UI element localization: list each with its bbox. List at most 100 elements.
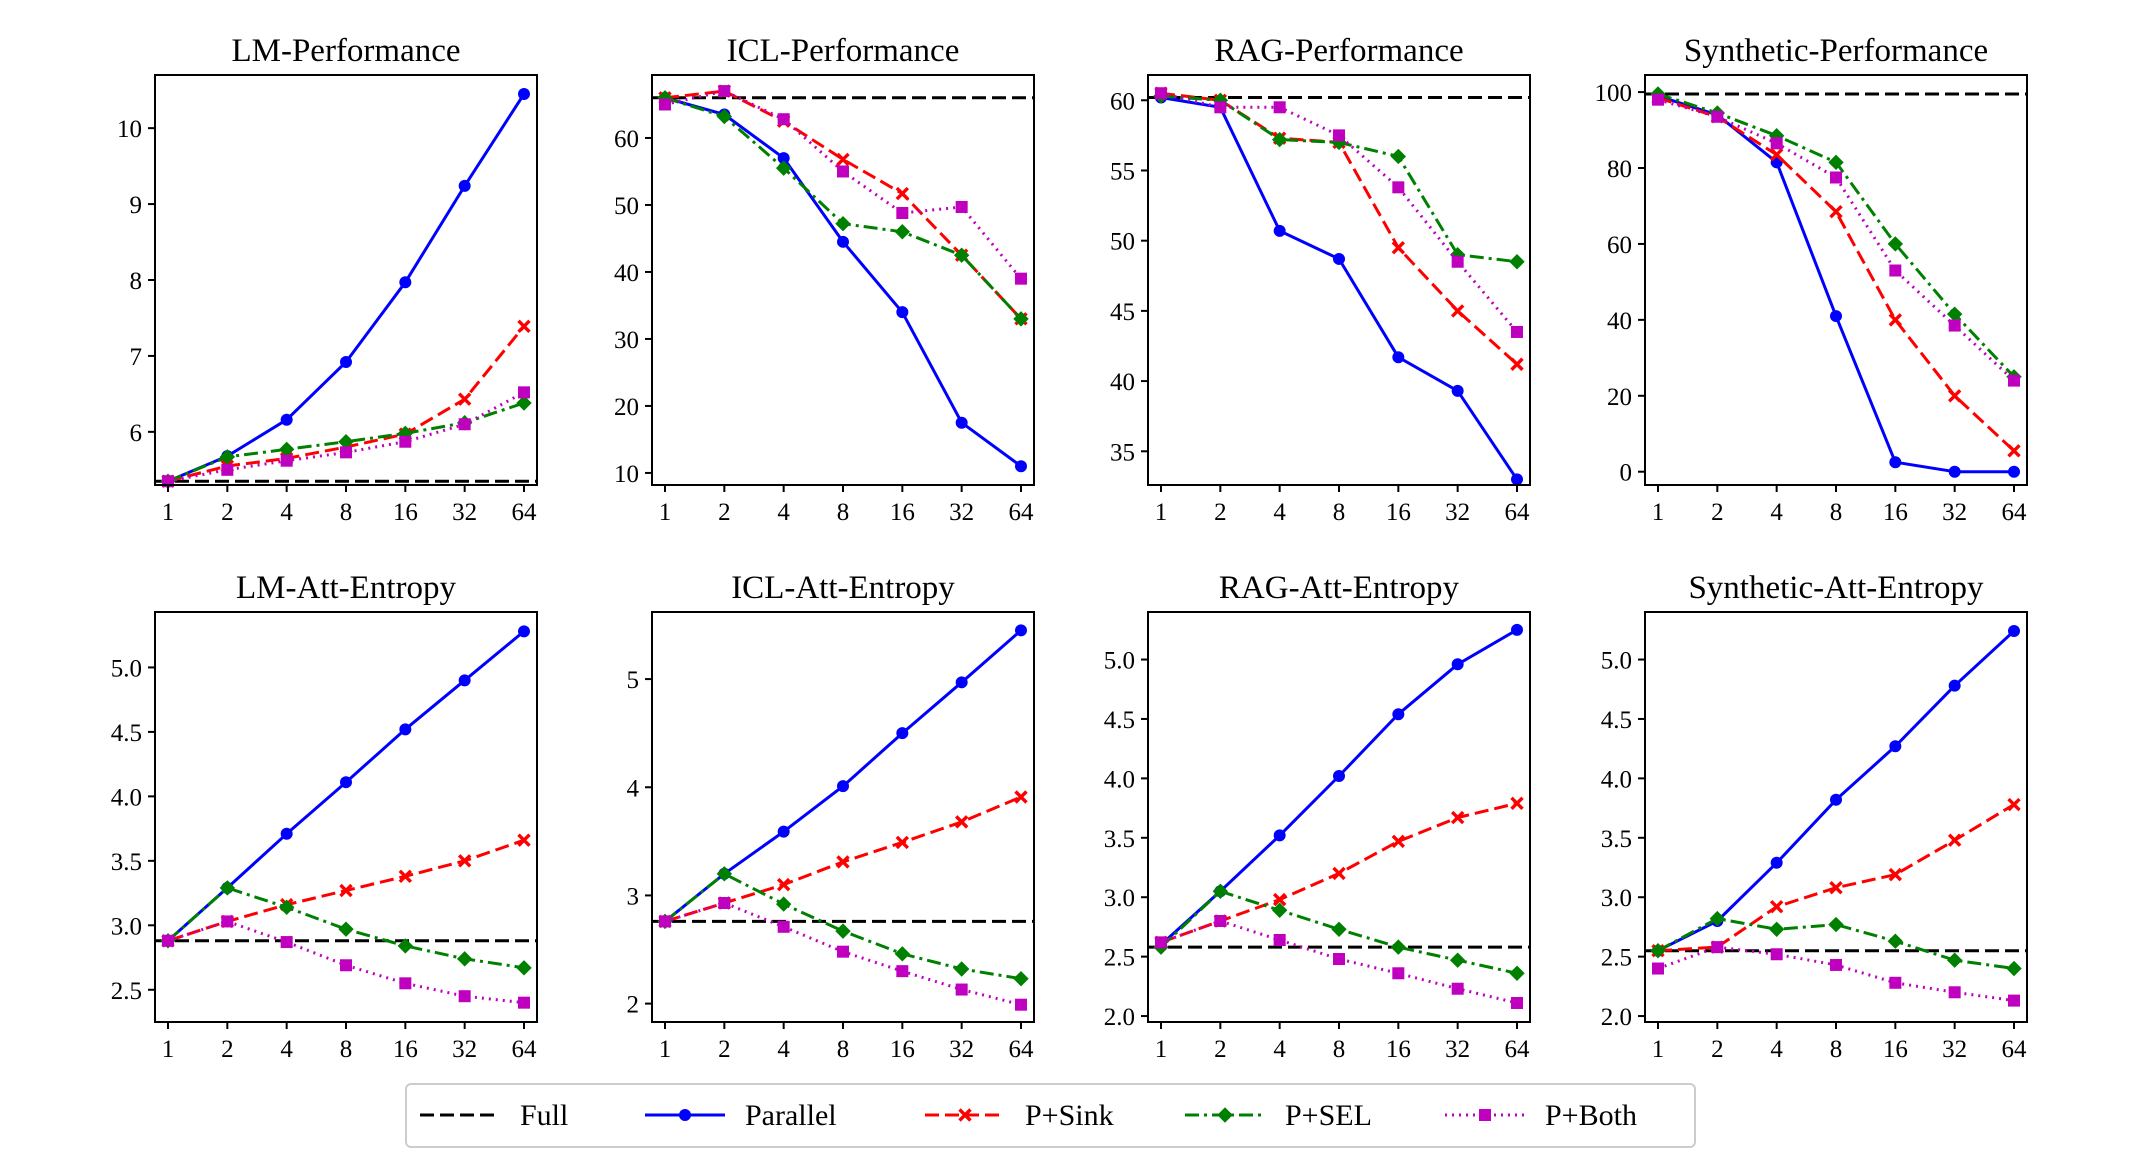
data-point-parallel: [1511, 473, 1523, 486]
chart-title: Synthetic-Performance: [1684, 33, 1988, 69]
chart-title: RAG-Performance: [1214, 33, 1463, 69]
data-point-sel: [716, 866, 733, 882]
data-point-sel: [1828, 916, 1844, 933]
x-tick-label: 64: [2002, 1036, 2028, 1063]
data-point-parallel: [518, 625, 530, 638]
data-point-both: [659, 98, 671, 111]
data-point-sink: [457, 854, 472, 868]
series-sel: [1650, 86, 2022, 385]
x-tick-label: 2: [1214, 1036, 1227, 1063]
data-point-sel: [219, 880, 236, 896]
data-point-both: [1333, 953, 1345, 966]
data-point-both: [777, 920, 790, 933]
x-tick-label: 8: [1830, 499, 1843, 526]
data-point-sink: [836, 855, 850, 869]
data-point-both: [458, 990, 471, 1003]
data-point-both: [280, 936, 293, 949]
chart-title: LM-Performance: [231, 33, 460, 69]
data-point-both: [718, 897, 731, 910]
data-point-parallel: [1511, 623, 1523, 636]
chart-title: RAG-Att-Entropy: [1219, 570, 1460, 606]
data-point-both: [1273, 101, 1286, 114]
data-point-sink: [1510, 357, 1524, 371]
data-point-sel: [1509, 254, 1525, 270]
data-point-parallel: [340, 776, 352, 789]
x-tick-label: 1: [659, 499, 672, 526]
data-point-parallel: [1451, 384, 1464, 397]
legend-marker: [1479, 1109, 1491, 1121]
x-tick-label: 4: [777, 1036, 790, 1063]
data-point-sel: [1946, 952, 1963, 968]
data-point-parallel: [1770, 856, 1783, 869]
series-line-parallel: [1159, 628, 1518, 946]
x-tick-label: 64: [1009, 499, 1035, 526]
chart-title: Synthetic-Att-Entropy: [1688, 570, 1984, 606]
data-point-both: [1155, 936, 1167, 949]
data-point-sel: [1390, 939, 1407, 955]
data-point-both: [718, 85, 731, 98]
data-point-sel: [1709, 910, 1726, 927]
data-point-sink: [457, 392, 472, 406]
series-parallel: [162, 87, 530, 488]
data-point-sink: [1947, 833, 1962, 847]
series-parallel: [1652, 625, 2020, 957]
data-point-parallel: [280, 413, 293, 426]
data-point-sel: [835, 923, 851, 939]
y-tick-label: 5: [627, 667, 640, 694]
x-tick-label: 1: [1155, 499, 1168, 526]
data-point-both: [1889, 264, 1902, 277]
legend-label: Full: [520, 1099, 568, 1132]
data-point-both: [1451, 255, 1464, 268]
data-point-parallel: [837, 780, 849, 793]
data-point-both: [280, 454, 293, 467]
x-tick-label: 2: [221, 1036, 234, 1063]
data-point-both: [1948, 986, 1961, 999]
x-tick-label: 4: [1770, 1036, 1783, 1063]
data-point-sel: [775, 896, 792, 912]
data-point-both: [1511, 996, 1523, 1009]
data-point-parallel: [1333, 770, 1345, 782]
series-sink: [1651, 91, 2021, 458]
y-tick-label: 4.5: [1601, 707, 1632, 734]
data-point-parallel: [777, 825, 790, 838]
data-point-sink: [1829, 881, 1843, 895]
data-point-sink: [339, 883, 353, 898]
x-tick-label: 64: [1505, 1036, 1531, 1063]
chart-panel-3: RAG-Performance 1 2 4 8 16 32 64 35 40 45 50 55 60: [1110, 33, 1531, 526]
data-point-sink: [895, 186, 910, 201]
x-tick-label: 2: [718, 1036, 731, 1063]
y-tick-label: 40: [1607, 308, 1632, 335]
data-point-both: [518, 996, 530, 1009]
x-tick-label: 1: [162, 1036, 175, 1063]
y-tick-label: 2: [627, 992, 640, 1019]
data-point-parallel: [1948, 679, 1961, 692]
legend-label: P+Both: [1545, 1099, 1637, 1132]
data-point-both: [221, 463, 234, 476]
data-point-parallel: [458, 674, 471, 687]
data-point-sink: [1829, 204, 1843, 219]
data-point-sink: [836, 152, 850, 167]
chart-title: ICL-Performance: [727, 33, 960, 69]
series-both: [659, 85, 1027, 285]
y-tick-label: 3.0: [111, 913, 142, 940]
y-tick-label: 2.5: [1104, 945, 1135, 972]
series-sel: [1153, 88, 1525, 270]
data-point-both: [1015, 998, 1027, 1011]
series-sel: [160, 395, 532, 489]
data-point-parallel: [837, 235, 849, 248]
data-point-both: [1711, 110, 1724, 123]
x-tick-label: 8: [340, 499, 353, 526]
data-point-both: [896, 207, 909, 220]
x-tick-label: 4: [280, 1036, 293, 1063]
legend: Full Parallel P+Sink P+SEL P+Both: [405, 1083, 1696, 1148]
y-tick-label: 5.0: [111, 655, 142, 682]
x-tick-label: 64: [2002, 499, 2028, 526]
series-both: [659, 897, 1027, 1011]
data-point-sel: [338, 921, 354, 937]
data-point-sel: [953, 961, 970, 977]
y-tick-label: 45: [1110, 299, 1135, 326]
data-point-sel: [775, 160, 792, 176]
data-point-parallel: [340, 356, 352, 368]
legend-box: [405, 1083, 1696, 1148]
